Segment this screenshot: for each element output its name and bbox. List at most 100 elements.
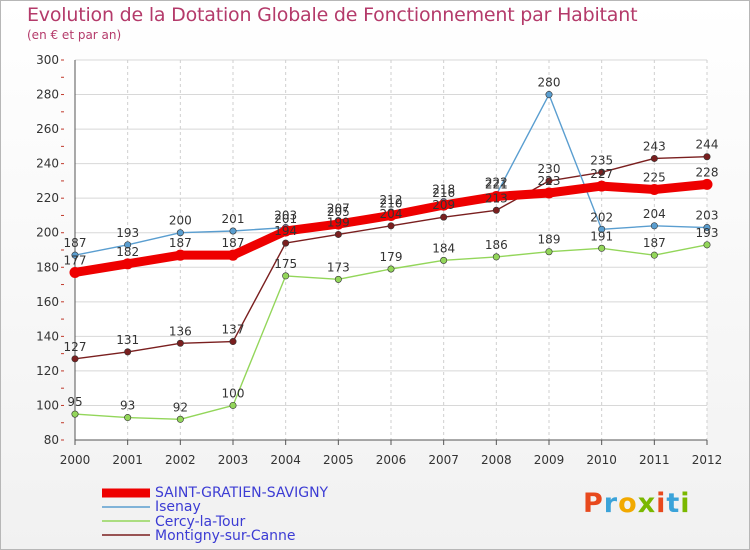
data-label-isenay: 204 bbox=[643, 207, 666, 221]
data-point-isenay bbox=[229, 227, 237, 235]
data-label-saint-gratien-savigny: 216 bbox=[432, 186, 455, 200]
data-label-isenay: 222 bbox=[485, 176, 508, 190]
data-label-montigny-sur-canne: 243 bbox=[643, 139, 666, 153]
data-label-isenay: 212 bbox=[380, 193, 403, 207]
data-label-cercy-la-tour: 191 bbox=[590, 229, 613, 243]
legend-label-isenay: Isenay bbox=[155, 499, 201, 515]
data-label-saint-gratien-savigny: 228 bbox=[696, 165, 719, 179]
legend-label-saint-gratien-savigny: SAINT-GRATIEN-SAVIGNY bbox=[155, 485, 329, 501]
data-label-montigny-sur-canne: 230 bbox=[538, 162, 561, 176]
data-point-cercy-la-tour bbox=[229, 401, 237, 409]
data-label-isenay: 193 bbox=[116, 226, 139, 240]
data-label-cercy-la-tour: 92 bbox=[173, 400, 188, 414]
data-label-montigny-sur-canne: 194 bbox=[274, 224, 297, 238]
logo-letter: i bbox=[680, 488, 691, 519]
data-label-saint-gratien-savigny: 210 bbox=[380, 196, 403, 210]
data-label-isenay: 218 bbox=[432, 183, 455, 197]
x-tick-label: 2010 bbox=[586, 453, 617, 467]
data-point-isenay bbox=[650, 222, 658, 230]
data-point-cercy-la-tour bbox=[650, 251, 658, 259]
data-point-isenay bbox=[703, 224, 711, 232]
data-label-cercy-la-tour: 173 bbox=[327, 260, 350, 274]
legend-label-montigny-sur-canne: Montigny-sur-Canne bbox=[155, 528, 296, 544]
data-label-isenay: 200 bbox=[169, 214, 192, 228]
data-label-cercy-la-tour: 175 bbox=[274, 257, 297, 271]
y-tick-label: 260 bbox=[36, 122, 59, 136]
data-point-cercy-la-tour bbox=[334, 275, 342, 283]
data-point-isenay bbox=[176, 229, 184, 237]
data-label-cercy-la-tour: 187 bbox=[643, 236, 666, 250]
x-tick-label: 2000 bbox=[60, 453, 91, 467]
data-label-saint-gratien-savigny: 223 bbox=[538, 174, 561, 188]
data-label-montigny-sur-canne: 131 bbox=[116, 333, 139, 347]
data-label-isenay: 201 bbox=[222, 212, 245, 226]
data-label-saint-gratien-savigny: 187 bbox=[169, 236, 192, 250]
data-label-cercy-la-tour: 184 bbox=[432, 241, 455, 255]
x-tick-label: 2004 bbox=[270, 453, 301, 467]
proxiti-logo: Proxiti bbox=[583, 488, 691, 519]
data-label-cercy-la-tour: 95 bbox=[67, 395, 82, 409]
y-tick-label: 160 bbox=[36, 295, 59, 309]
y-tick-label: 240 bbox=[36, 157, 59, 171]
data-point-montigny-sur-canne bbox=[176, 339, 184, 347]
data-label-cercy-la-tour: 189 bbox=[538, 233, 561, 247]
data-label-montigny-sur-canne: 136 bbox=[169, 324, 192, 338]
logo-letter: r bbox=[603, 488, 619, 519]
legend-label-cercy-la-tour: Cercy-la-Tour bbox=[155, 514, 246, 530]
data-label-montigny-sur-canne: 127 bbox=[64, 340, 87, 354]
data-label-isenay: 187 bbox=[64, 236, 87, 250]
data-label-saint-gratien-savigny: 201 bbox=[274, 212, 297, 226]
x-tick-label: 2001 bbox=[112, 453, 143, 467]
data-label-isenay: 202 bbox=[590, 210, 613, 224]
data-point-saint-gratien-savigny bbox=[648, 184, 660, 196]
x-tick-label: 2012 bbox=[692, 453, 723, 467]
logo-letter: t bbox=[666, 488, 681, 519]
data-point-cercy-la-tour bbox=[176, 415, 184, 423]
data-point-montigny-sur-canne bbox=[545, 177, 553, 185]
y-tick-label: 120 bbox=[36, 364, 59, 378]
y-tick-label: 80 bbox=[44, 433, 59, 447]
data-label-isenay: 280 bbox=[538, 76, 561, 90]
data-point-cercy-la-tour bbox=[282, 272, 290, 280]
data-point-isenay bbox=[71, 251, 79, 259]
data-label-montigny-sur-canne: 137 bbox=[222, 323, 245, 337]
data-point-cercy-la-tour bbox=[703, 241, 711, 249]
data-label-montigny-sur-canne: 199 bbox=[327, 215, 350, 229]
legend-swatches bbox=[102, 488, 150, 536]
y-tick-label: 220 bbox=[36, 191, 59, 205]
data-point-saint-gratien-savigny bbox=[174, 249, 186, 261]
data-label-saint-gratien-savigny: 225 bbox=[643, 171, 666, 185]
chart-title: Evolution de la Dotation Globale de Fonc… bbox=[27, 4, 638, 26]
data-point-montigny-sur-canne bbox=[334, 230, 342, 238]
data-label-montigny-sur-canne: 213 bbox=[485, 191, 508, 205]
y-tick-label: 300 bbox=[36, 53, 59, 67]
data-label-isenay: 207 bbox=[327, 202, 350, 216]
data-point-saint-gratien-savigny bbox=[701, 178, 713, 190]
data-label-cercy-la-tour: 193 bbox=[696, 226, 719, 240]
data-point-cercy-la-tour bbox=[492, 253, 500, 261]
data-label-isenay: 203 bbox=[274, 209, 297, 223]
data-point-cercy-la-tour bbox=[598, 244, 606, 252]
data-point-montigny-sur-canne bbox=[387, 222, 395, 230]
data-label-saint-gratien-savigny: 187 bbox=[222, 236, 245, 250]
y-tick-label: 100 bbox=[36, 398, 59, 412]
x-tick-label: 2011 bbox=[639, 453, 670, 467]
logo-letter: i bbox=[656, 488, 667, 519]
data-label-cercy-la-tour: 179 bbox=[380, 250, 403, 264]
data-point-montigny-sur-canne bbox=[282, 239, 290, 247]
logo-letter: P bbox=[583, 488, 604, 519]
y-tick-label: 200 bbox=[36, 226, 59, 240]
data-point-montigny-sur-canne bbox=[71, 355, 79, 363]
data-point-saint-gratien-savigny bbox=[490, 190, 502, 202]
data-label-isenay: 203 bbox=[696, 209, 719, 223]
data-point-saint-gratien-savigny bbox=[332, 218, 344, 230]
data-point-isenay bbox=[124, 241, 132, 249]
x-tick-label: 2005 bbox=[323, 453, 354, 467]
data-point-cercy-la-tour bbox=[440, 256, 448, 264]
x-tick-label: 2009 bbox=[534, 453, 565, 467]
data-point-montigny-sur-canne bbox=[229, 338, 237, 346]
data-label-saint-gratien-savigny: 221 bbox=[485, 177, 508, 191]
data-point-saint-gratien-savigny bbox=[122, 258, 134, 270]
x-tick-label: 2008 bbox=[481, 453, 512, 467]
